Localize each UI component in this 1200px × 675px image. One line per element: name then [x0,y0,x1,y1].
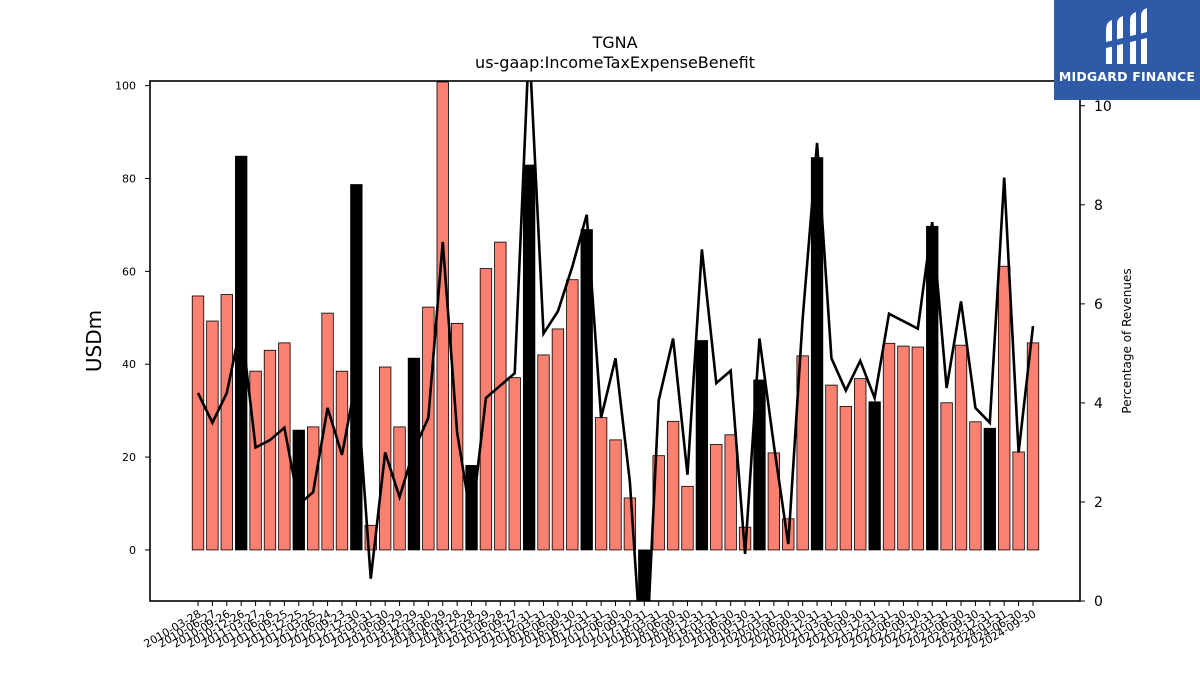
bar-2013-09-29 [393,426,406,551]
bar-2017-03-31 [594,417,608,551]
bar-2018-06-30 [666,420,680,551]
midgard-logo-icon [1106,8,1147,64]
bar-2011-09-25 [278,342,291,551]
y-axis-label: USDm [82,310,106,372]
bar-2021-09-30 [854,378,867,551]
y-tick-label: 100 [115,80,136,93]
bar-2012-09-23 [335,370,349,551]
bar-2022-06-30 [897,345,910,551]
bar-2015-12-31 [522,164,536,551]
y2-tick-label: 6 [1094,297,1103,313]
bar-2018-09-30 [681,485,694,551]
y-tick-label: 60 [122,265,136,278]
bar-2014-12-28 [465,465,478,551]
bar-2011-03-27 [249,370,262,551]
bar-2019-06-30 [724,434,737,551]
bar-2010-06-27 [206,320,219,551]
bar-2015-09-27 [508,377,521,551]
brand-logo: MIDGARD FINANCE [1054,0,1200,100]
bar-2010-03-28 [191,295,205,551]
chart-subtitle: us-gaap:IncomeTaxExpenseBenefit [475,53,755,72]
y-tick-label: 80 [122,173,136,186]
axes-group: 02040608010002468102010-03-282010-06-272… [115,80,1112,651]
bar-2021-03-31 [825,384,838,551]
y2-tick-label: 0 [1094,594,1103,610]
bar-2019-03-31 [710,444,723,551]
bar-2012-06-24 [321,312,334,551]
bar-2024-06-30 [1012,451,1025,551]
bar-2016-03-31 [537,354,550,551]
bar-2014-06-29 [436,81,449,551]
bars-group [191,81,1040,601]
bar-2017-06-30 [609,439,622,551]
bar-2023-03-31 [940,402,953,551]
bar-2018-12-31 [695,340,709,551]
bar-2015-03-29 [479,268,493,551]
y2-tick-label: 10 [1094,99,1112,115]
bar-2016-06-30 [551,328,565,551]
bar-2011-06-26 [263,349,277,551]
bar-2019-12-31 [753,379,766,551]
bar-2010-09-26 [220,294,233,551]
brand-name: MIDGARD FINANCE [1058,69,1196,84]
bar-2023-09-30 [969,421,982,551]
bar-2022-03-31 [882,342,896,551]
bar-2022-09-30 [911,346,924,551]
y2-tick-label: 2 [1094,495,1103,511]
y-tick-label: 0 [129,544,136,557]
y2-tick-label: 4 [1094,396,1103,412]
bar-2024-03-31 [998,265,1011,551]
y-tick-label: 40 [122,358,136,371]
line-group [196,81,1035,601]
bar-2012-12-30 [350,184,363,551]
bar-2020-09-30 [796,355,809,551]
bar-2016-09-30 [566,279,579,551]
bar-2021-06-30 [839,406,853,551]
bar-2021-12-31 [868,401,881,551]
line-percentage-of-revenues [196,81,1035,601]
chart-title: TGNA [591,33,637,52]
y2-axis-label: Percentage of Revenues [1120,268,1134,413]
bar-2015-06-28 [494,241,507,551]
bar-2024-09-30 [1026,342,1040,551]
bar-2023-06-30 [954,344,968,551]
y2-tick-label: 8 [1094,198,1103,214]
bar-2011-12-25 [292,429,305,551]
bar-2023-12-31 [983,427,996,551]
y-tick-label: 20 [122,451,136,464]
